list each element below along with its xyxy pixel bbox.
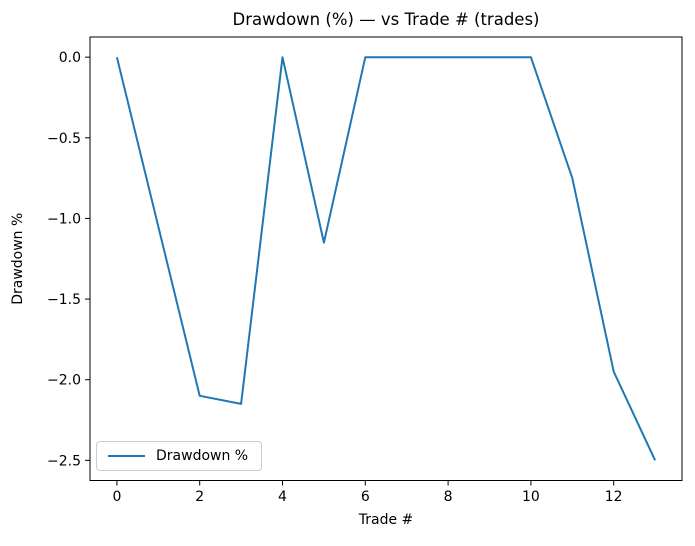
x-tick-label: 8 <box>444 489 453 505</box>
x-tick-label: 4 <box>278 489 287 505</box>
y-axis-label: Drawdown % <box>10 213 26 305</box>
y-tick-label: −0.5 <box>47 131 81 147</box>
x-tick-label: 6 <box>361 489 370 505</box>
legend-line-sample <box>108 455 145 457</box>
legend-label: Drawdown % <box>156 448 249 464</box>
x-tick-label: 0 <box>112 489 121 505</box>
x-tick-label: 2 <box>195 489 204 505</box>
legend: Drawdown % <box>96 441 263 471</box>
x-tick-label: 12 <box>605 489 623 505</box>
y-tick-label: −1.5 <box>47 292 81 308</box>
y-tick-label: −2.5 <box>47 453 81 469</box>
chart-title: Drawdown (%) — vs Trade # (trades) <box>233 10 540 29</box>
y-tick-label: 0.0 <box>59 50 81 66</box>
axes-frame <box>89 36 683 481</box>
y-tick-label: −1.0 <box>47 211 81 227</box>
x-tick-label: 10 <box>522 489 540 505</box>
y-tick-label: −2.0 <box>47 373 81 389</box>
drawdown-line <box>115 56 657 461</box>
x-axis-label: Trade # <box>358 512 414 528</box>
